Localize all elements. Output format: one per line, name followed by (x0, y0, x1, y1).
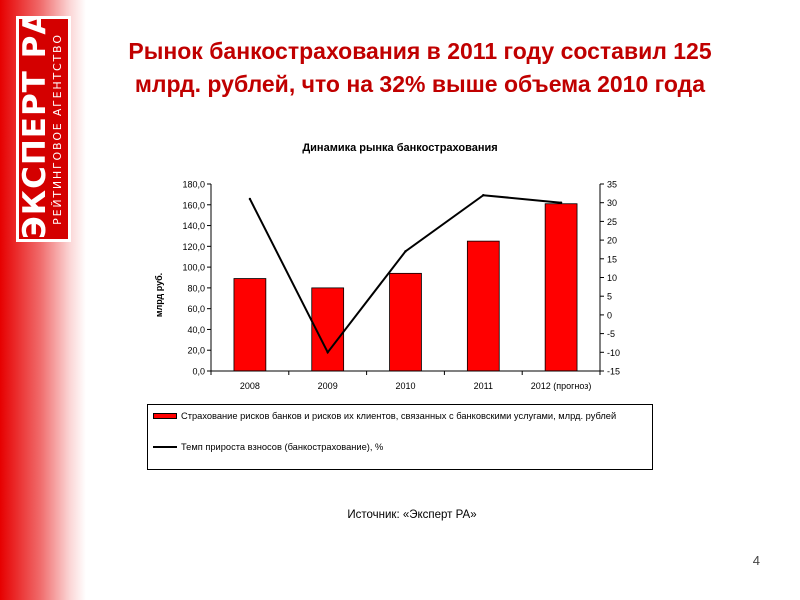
y2-tick-label: 15 (607, 254, 617, 264)
x-tick-label: 2008 (240, 381, 260, 391)
y2-tick-label: 0 (607, 310, 612, 320)
y2-tick-label: 20 (607, 236, 617, 246)
growth-rate-point (559, 201, 563, 204)
x-tick-label: 2012 (прогноз) (531, 381, 592, 391)
y2-tick-label: -10 (607, 348, 620, 358)
y2-tick-label: -5 (607, 329, 615, 339)
page-number: 4 (752, 553, 760, 568)
expert-ra-logo: ЭКСПЕРТ РА РЕЙТИНГОВОЕ АГЕНТСТВО (16, 16, 71, 242)
axes-group (207, 183, 604, 375)
bar-2010 (389, 272, 422, 372)
bar-2012 (544, 203, 578, 372)
y-tick-label: 120,0 (182, 242, 205, 252)
source-note: Источник: «Эксперт РА» (347, 509, 477, 521)
growth-rate-point (248, 197, 252, 201)
legend-bar-swatch (153, 413, 177, 419)
legend-item-bars: Страхование рисков банков и рисков их кл… (153, 410, 648, 422)
y-tick-label: 160,0 (182, 200, 205, 210)
bar-2008 (233, 278, 267, 372)
y-tick-label: 40,0 (187, 325, 205, 335)
y2-tick-label: 30 (607, 198, 617, 208)
chart-title: Динамика рынка банкострахования (302, 142, 498, 154)
bars-group (233, 203, 578, 372)
growth-rate-point (482, 194, 485, 197)
slide-title: Рынок банкострахования в 2011 году соста… (128, 38, 712, 97)
y-tick-label: 80,0 (187, 283, 205, 293)
y-axis-label: млрд руб. (154, 273, 164, 317)
growth-rate-point (404, 250, 407, 253)
y2-tick-label: -15 (607, 367, 620, 377)
sidebar-band: ЭКСПЕРТ РА РЕЙТИНГОВОЕ АГЕНТСТВО (0, 0, 86, 600)
chart-legend: Страхование рисков банков и рисков их кл… (147, 404, 653, 470)
y-tick-label: 180,0 (182, 180, 205, 190)
growth-rate-point (326, 351, 329, 354)
y-tick-label: 20,0 (187, 346, 205, 356)
y-tick-label: 100,0 (182, 263, 205, 273)
y-tick-label: 60,0 (187, 304, 205, 314)
bar-2011 (466, 240, 500, 372)
y-tick-label: 0,0 (192, 367, 205, 377)
tick-labels-group: 0,0 20,0 40,0 60,0 80,0 100,0 120,0 140,0 160,0 1… (154, 180, 620, 392)
legend-line-label: Темп прироста взносов (банкострахование)… (181, 442, 384, 452)
legend-line-swatch (153, 446, 177, 448)
y-tick-label: 140,0 (182, 221, 205, 231)
x-tick-label: 2010 (395, 381, 415, 391)
line-group (248, 194, 563, 355)
legend-item-line: Темп прироста взносов (банкострахование)… (153, 441, 648, 453)
y2-tick-label: 10 (607, 273, 617, 283)
y2-tick-label: 5 (607, 292, 612, 302)
x-tick-label: 2011 (474, 381, 493, 391)
legend-bar-label: Страхование рисков банков и рисков их кл… (181, 411, 617, 421)
y2-tick-label: 35 (607, 180, 617, 190)
y2-tick-label: 25 (607, 217, 617, 227)
x-tick-label: 2009 (318, 381, 338, 391)
